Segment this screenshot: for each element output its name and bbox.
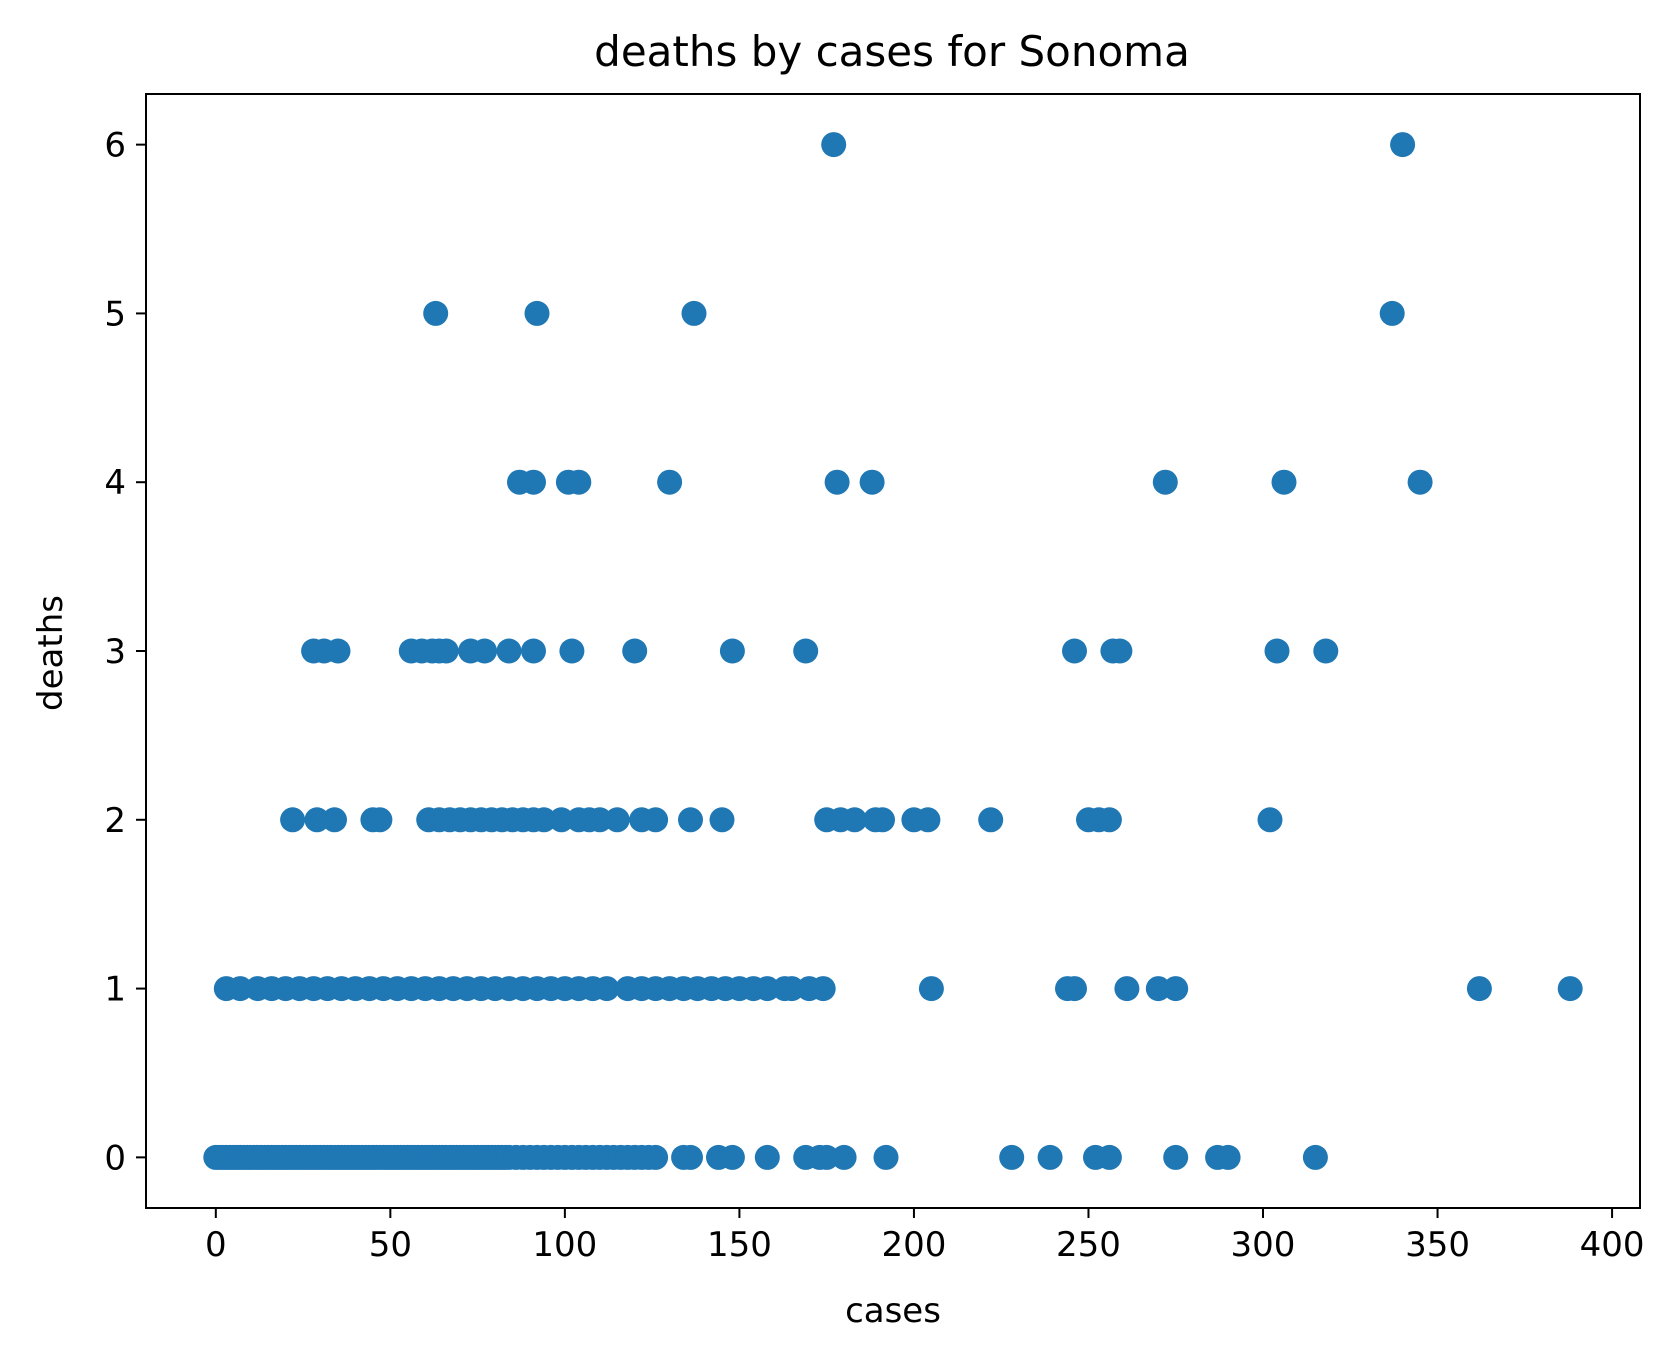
data-point (657, 469, 683, 495)
data-point (1163, 976, 1189, 1002)
data-point (678, 1144, 703, 1170)
data-point (643, 1144, 669, 1170)
data-point (831, 1144, 857, 1170)
data-point (1302, 1144, 1328, 1170)
data-points (203, 132, 1583, 1170)
data-point (227, 976, 253, 1002)
x-tick-label: 350 (1405, 1225, 1470, 1265)
data-point (521, 469, 546, 495)
data-point (719, 638, 745, 664)
y-tick-label: 2 (104, 801, 126, 841)
data-point (915, 807, 941, 833)
x-tick-label: 0 (205, 1225, 227, 1265)
data-point (1037, 1144, 1063, 1170)
data-point (304, 807, 330, 833)
data-point (999, 1144, 1025, 1170)
data-point (873, 1144, 899, 1170)
data-point (709, 807, 735, 833)
y-tick-label: 6 (104, 126, 126, 166)
data-point (1114, 976, 1140, 1002)
y-tick-label: 4 (104, 463, 126, 503)
data-point (978, 807, 1004, 833)
y-axis-ticks: 0 1 2 3 4 5 6 (104, 126, 146, 1178)
y-tick-label: 0 (104, 1138, 126, 1178)
data-point (1062, 638, 1087, 664)
data-point (594, 976, 620, 1002)
data-point (604, 807, 630, 833)
data-point (754, 1144, 780, 1170)
data-point (1062, 976, 1087, 1002)
data-point (859, 469, 885, 495)
data-point (496, 638, 522, 664)
data-point (524, 300, 550, 326)
data-point (1466, 976, 1492, 1002)
data-point (1407, 469, 1433, 495)
data-point (821, 132, 847, 158)
x-tick-label: 100 (532, 1225, 597, 1265)
data-point (678, 807, 703, 833)
data-point (1096, 1144, 1122, 1170)
data-point (433, 638, 459, 664)
data-point (842, 807, 868, 833)
chart-title: deaths by cases for Sonoma (594, 27, 1190, 76)
data-point (870, 807, 895, 833)
data-point (918, 976, 944, 1002)
data-point (1163, 1144, 1189, 1170)
data-point (622, 638, 648, 664)
data-point (280, 807, 306, 833)
x-tick-label: 50 (369, 1225, 412, 1265)
data-point (793, 638, 819, 664)
data-point (681, 300, 707, 326)
data-point (1557, 976, 1583, 1002)
data-point (814, 1144, 840, 1170)
data-point (322, 807, 347, 833)
data-point (1264, 638, 1290, 664)
data-point (1313, 638, 1339, 664)
data-point (810, 976, 836, 1002)
data-point (472, 638, 498, 664)
data-point (1215, 1144, 1241, 1170)
x-axis-label: cases (845, 1291, 941, 1331)
data-point (1257, 807, 1283, 833)
data-point (643, 807, 669, 833)
data-point (1107, 638, 1133, 664)
y-tick-label: 5 (104, 294, 126, 334)
x-axis-ticks: 0 50 100 150 200 250 300 350 400 (205, 1208, 1645, 1265)
data-point (566, 469, 592, 495)
data-point (325, 638, 351, 664)
x-tick-label: 400 (1580, 1225, 1645, 1265)
x-tick-label: 300 (1231, 1225, 1296, 1265)
data-point (779, 976, 805, 1002)
data-point (367, 807, 393, 833)
y-tick-label: 3 (104, 632, 126, 672)
data-point (587, 807, 613, 833)
data-point (521, 638, 546, 664)
data-point (1096, 807, 1122, 833)
data-point (1152, 469, 1178, 495)
data-point (531, 807, 557, 833)
x-tick-label: 150 (707, 1225, 772, 1265)
data-point (1390, 132, 1416, 158)
data-point (1271, 469, 1297, 495)
data-point (423, 300, 449, 326)
data-point (824, 469, 850, 495)
data-point (719, 1144, 745, 1170)
data-point (548, 807, 574, 833)
data-point (754, 976, 780, 1002)
data-point (1145, 976, 1171, 1002)
x-tick-label: 250 (1056, 1225, 1121, 1265)
data-point (1379, 300, 1405, 326)
y-tick-label: 1 (104, 970, 126, 1010)
y-axis-label: deaths (31, 595, 71, 711)
data-point (559, 638, 585, 664)
x-tick-label: 200 (881, 1225, 946, 1265)
